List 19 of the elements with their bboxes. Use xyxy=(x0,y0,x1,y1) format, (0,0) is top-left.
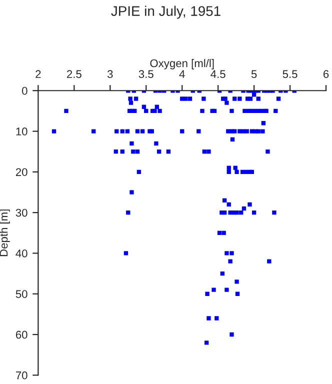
x-tick-label: 4.5 xyxy=(210,70,226,78)
y-tick-label: 50 xyxy=(16,290,28,298)
x-axis-title: Oxygen [ml/l] xyxy=(150,59,214,70)
y-tick-label: 40 xyxy=(16,249,28,258)
x-tick-label: 2.5 xyxy=(66,70,82,78)
y-tick-label: 20 xyxy=(16,168,28,176)
x-tick-label: 5.5 xyxy=(282,70,298,78)
x-tick-label: 3 xyxy=(107,70,113,78)
x-tick-label: 3.5 xyxy=(138,70,154,78)
x-tick-label: 5 xyxy=(251,70,257,78)
y-tick-label: 30 xyxy=(16,208,28,217)
y-tick-label: 60 xyxy=(16,330,28,339)
y-tick-label: 10 xyxy=(16,128,28,136)
chart-title: JPIE in July, 1951 xyxy=(111,6,220,19)
x-tick-label: 2 xyxy=(36,70,41,78)
x-tick-label: 4 xyxy=(179,70,185,78)
y-tick-label: 70 xyxy=(16,371,28,380)
y-tick-label: 0 xyxy=(22,86,28,95)
x-tick-label: 6 xyxy=(324,70,329,78)
